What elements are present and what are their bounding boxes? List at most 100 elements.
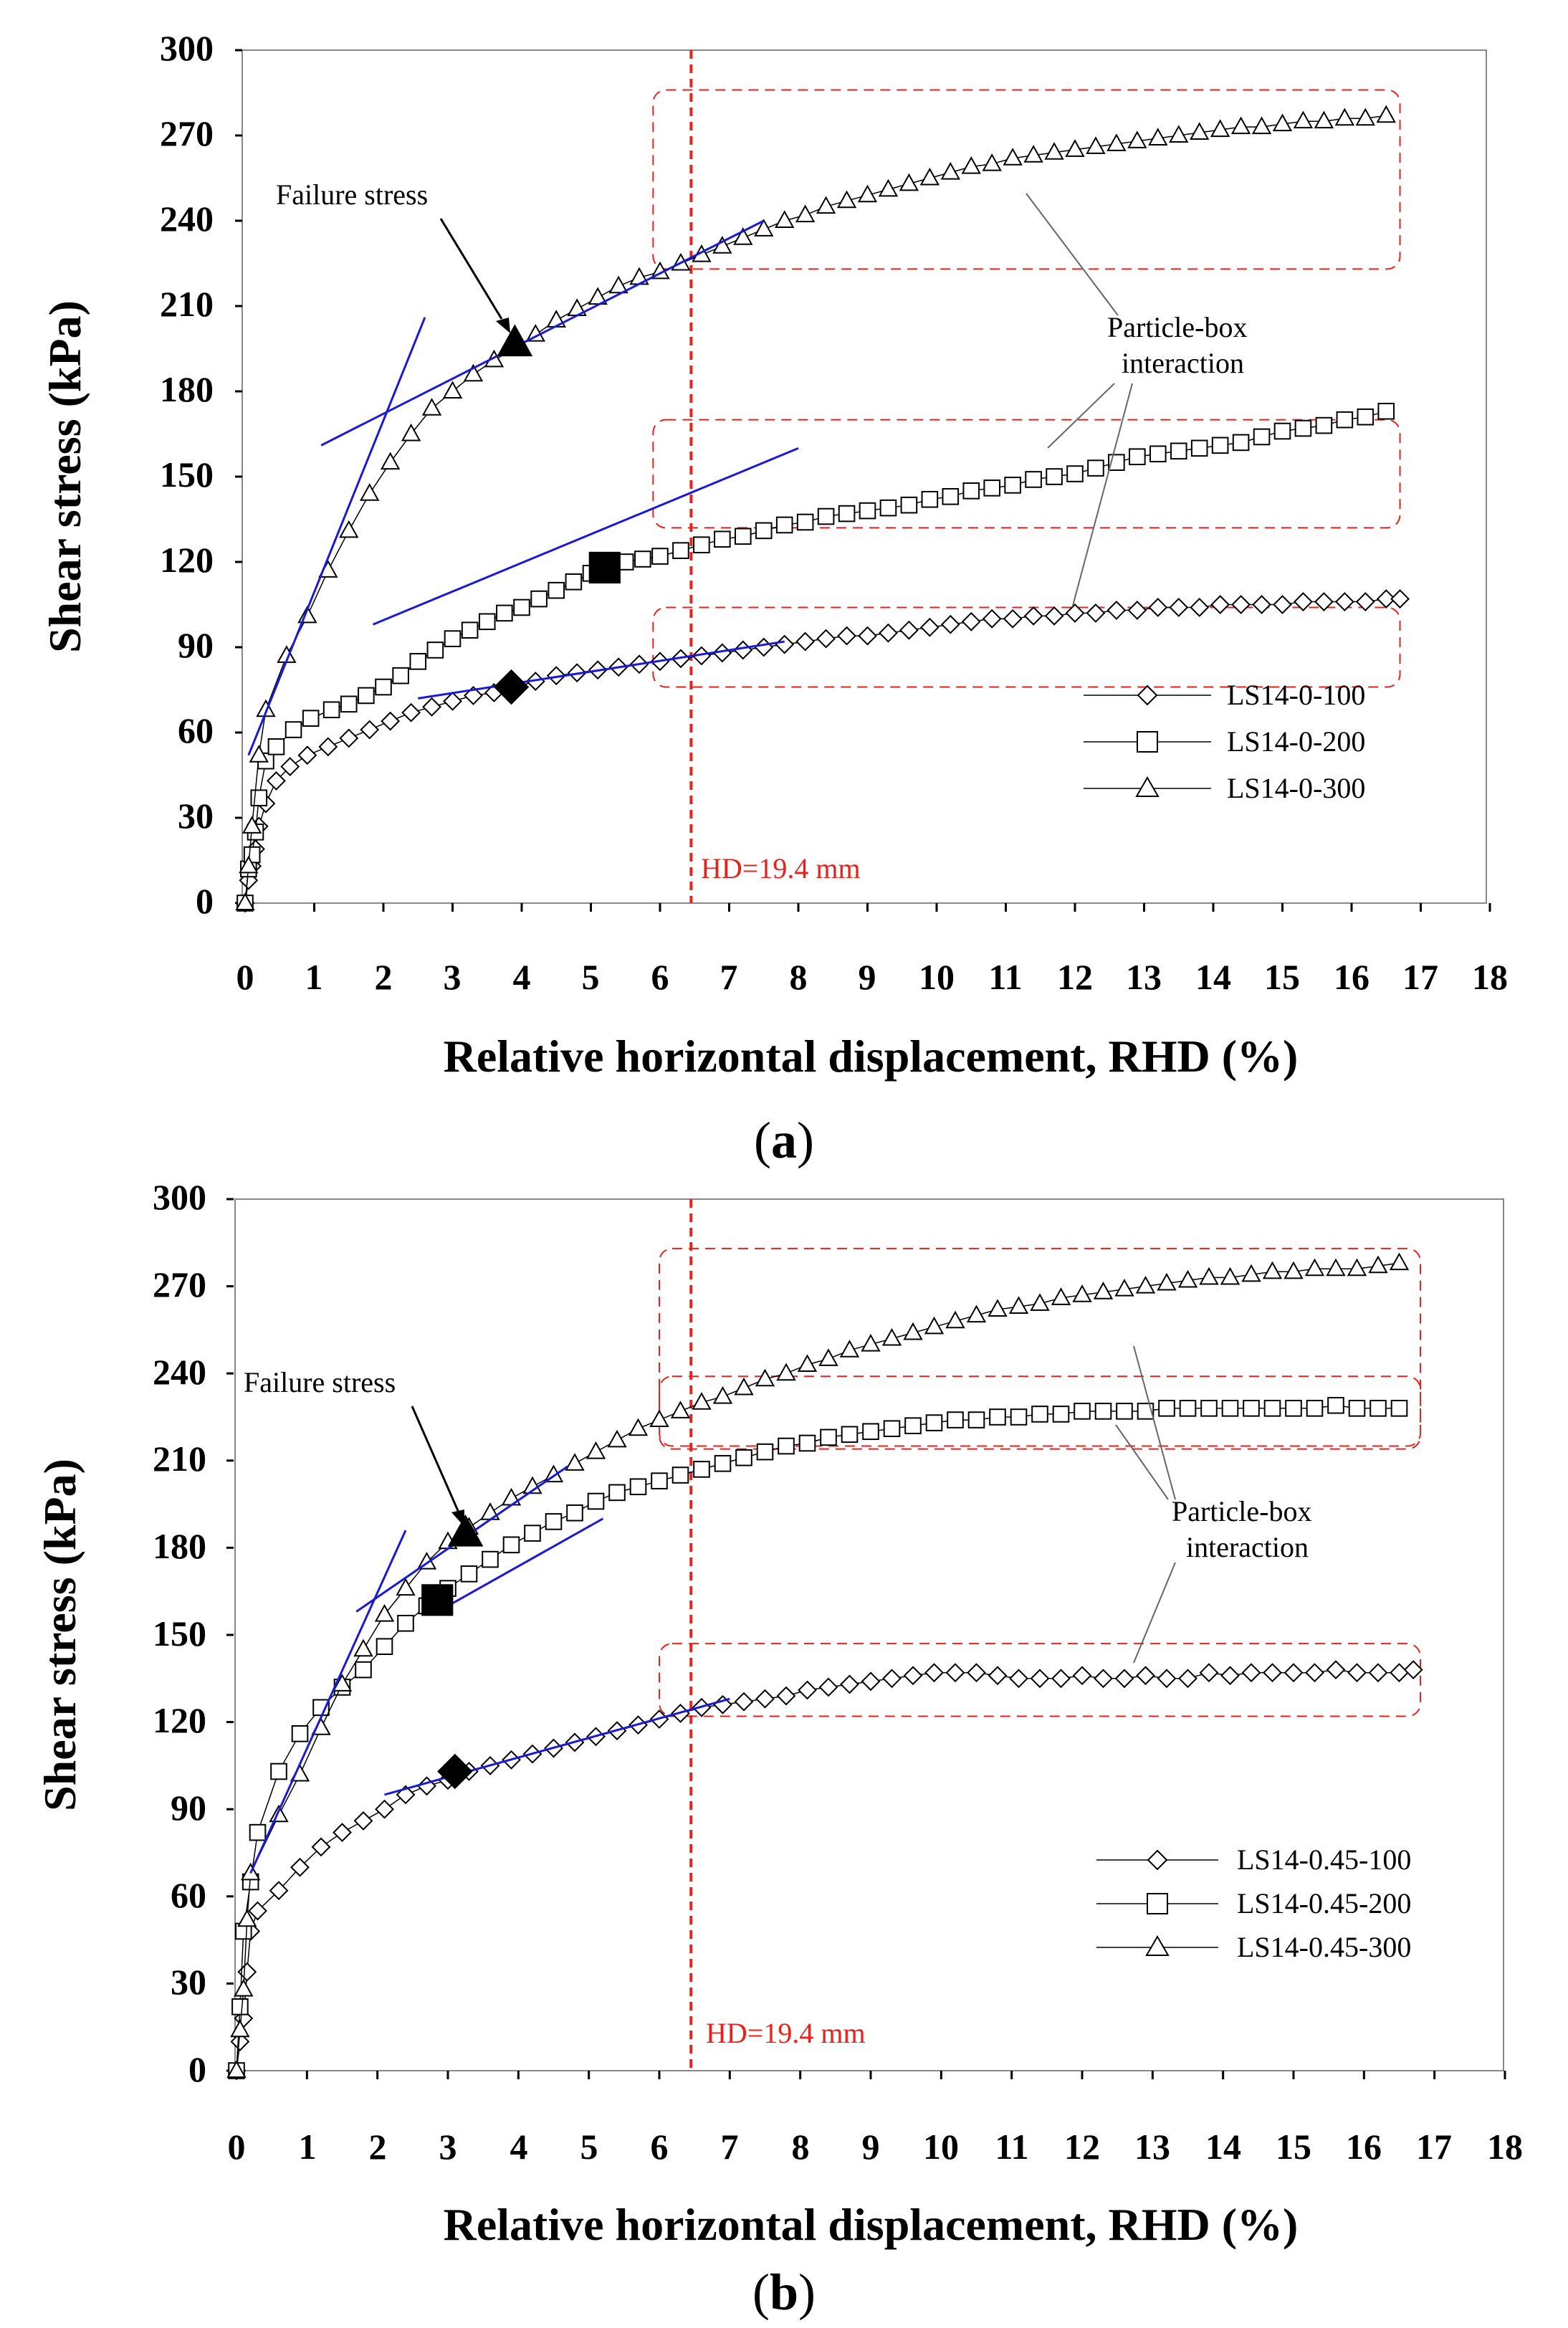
interaction-boxes-a [652,89,1401,688]
data-point-triangle [1347,1258,1367,1277]
axis-ticks-b [226,1198,1506,2079]
x-tick-label: 6 [651,2127,669,2167]
data-point-diamond [1390,589,1410,609]
data-point-diamond [1136,1666,1155,1686]
data-point-diamond [734,1692,754,1712]
data-point-square [714,530,731,548]
data-point-diamond [375,1799,394,1819]
failure-point-square [588,551,621,584]
data-point-triangle [401,423,421,442]
legend-marker-triangle [1135,776,1160,797]
data-point-square [426,641,444,659]
data-point-square [778,1437,795,1455]
data-point-triangle [903,1322,923,1340]
data-point-diamond [940,614,960,634]
data-point-square [1273,422,1291,440]
y-tick-label: 90 [178,625,214,665]
x-tick-label: 7 [720,957,738,997]
data-point-square [1285,1400,1302,1417]
data-point-triangle [463,363,484,382]
data-point-diamond [401,702,421,722]
data-point-triangle [692,1392,712,1410]
data-point-square [1369,1400,1387,1417]
data-point-square [1010,1408,1028,1426]
data-point-square [904,1417,922,1434]
y-tick-label: 120 [160,540,214,580]
x-tick-label: 18 [1472,957,1508,997]
data-point-square [967,1411,985,1428]
data-point-diamond [1241,1663,1261,1683]
legend-marker-triangle [1145,1935,1170,1956]
data-point-triangle [839,1340,860,1358]
x-tick-label: 13 [1126,957,1162,997]
particle-box-arrow [1133,1562,1176,1664]
data-point-diamond [1220,1666,1240,1686]
y-tick-label: 150 [153,1613,206,1654]
x-tick-label: 2 [369,2127,387,2167]
data-point-square [1094,1403,1112,1420]
data-point-square [1087,459,1104,477]
x-tick-label: 15 [1276,2127,1311,2167]
interaction-box [652,606,1401,688]
data-point-square [1066,465,1084,482]
data-point-triangle [380,452,401,470]
hd-label-a: HD=19.4 mm [701,852,861,884]
y-tick-label: 270 [160,113,214,153]
fit-line [372,447,799,626]
data-point-square [270,1762,287,1780]
x-tick-label: 4 [513,957,531,997]
data-point-diamond [1326,1660,1346,1680]
data-point-diamond [1157,1669,1177,1689]
interaction-box [652,89,1401,270]
data-point-square [231,1998,249,2015]
particle-box-label-a: Particle-box [1107,311,1248,343]
data-point-square [1170,442,1187,460]
data-point-triangle [754,219,774,237]
data-point-square [817,507,835,525]
data-point-triangle [1304,1258,1325,1277]
data-point-triangle [1177,1269,1198,1288]
data-point-diamond [333,1823,352,1843]
data-point-square [755,522,773,540]
data-point-diamond [816,629,836,649]
data-point-triangle [795,204,816,223]
data-point-square [1200,1400,1218,1417]
data-point-square [1327,1396,1344,1414]
data-point-square [1243,1400,1260,1417]
failure-arrow-b [411,1406,460,1513]
data-point-square [524,1525,541,1542]
data-point-square [1294,419,1312,437]
data-point-triangle [249,745,269,763]
data-point-square [879,499,897,517]
data-point-square [285,721,302,738]
data-point-square [545,1513,563,1530]
data-point-triangle [585,1441,606,1459]
failure-arrowhead-a [496,318,510,333]
legend-b: LS14-0.45-100 LS14-0.45-200 LS14-0.45-30… [1096,1843,1411,1963]
data-point-square [883,1420,901,1438]
x-tick-label: 18 [1487,2127,1523,2167]
data-point-triangle [230,2019,250,2038]
data-point-diamond [1044,606,1064,626]
data-point-triangle [1157,1272,1177,1291]
legend-marker-square [1137,731,1158,753]
x-tick-label: 16 [1346,2127,1382,2167]
data-point-diamond [1403,1660,1423,1680]
data-point-square [925,1414,943,1431]
particle-box-arrow [1026,193,1119,316]
y-tick-label: 30 [171,1962,206,2002]
x-tick-label: 12 [1057,957,1093,997]
x-axis-title-b: Relative horizontal displacement, RHD (%… [444,2199,1299,2250]
data-point-square [1031,1406,1048,1423]
data-point-triangle [818,1348,838,1366]
panel-caption-a: (a) [754,1112,814,1169]
data-point-square [1336,411,1354,429]
data-point-diamond [269,1881,289,1901]
data-point-triangle [1376,105,1396,123]
data-point-diamond [795,631,816,652]
data-point-diamond [879,623,898,643]
interaction-box [652,419,1401,529]
data-point-diamond [297,745,317,765]
x-tick-label: 5 [580,2127,598,2167]
particle-box-arrow [1133,1345,1176,1500]
